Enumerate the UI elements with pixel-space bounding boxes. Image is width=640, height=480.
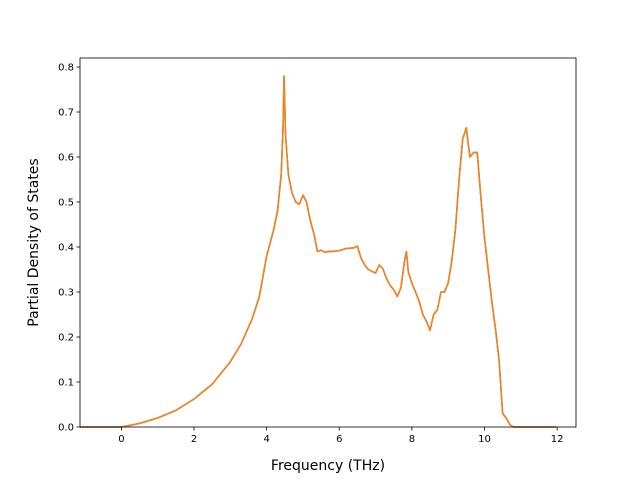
plot-frame [79, 57, 577, 428]
x-tick-label: 0 [118, 434, 124, 445]
y-tick-label: 0.3 [58, 288, 74, 299]
y-axis-title: Partial Density of States [26, 158, 42, 326]
series-layer [79, 75, 557, 428]
x-axis: 0 2 4 6 8 10 12 [118, 427, 563, 445]
y-tick-label: 0.0 [58, 423, 74, 434]
x-tick-label: 12 [551, 434, 564, 445]
y-tick-label: 0.4 [58, 243, 74, 254]
series-line-2 [79, 75, 557, 428]
x-axis-title: Frequency (THz) [271, 458, 385, 474]
y-tick-label: 0.5 [58, 198, 74, 209]
y-tick-label: 0.8 [58, 63, 74, 74]
y-tick-label: 0.7 [58, 108, 74, 119]
y-tick-label: 0.6 [58, 153, 74, 164]
x-tick-label: 8 [409, 434, 415, 445]
y-tick-label: 0.1 [58, 378, 74, 389]
x-tick-label: 10 [478, 434, 491, 445]
x-tick-label: 2 [191, 434, 197, 445]
x-tick-label: 6 [336, 434, 342, 445]
y-axis: 0.0 0.1 0.2 0.3 0.4 0.5 0.6 0.7 0.8 [58, 63, 80, 434]
x-tick-label: 4 [263, 434, 269, 445]
y-tick-label: 0.2 [58, 333, 74, 344]
